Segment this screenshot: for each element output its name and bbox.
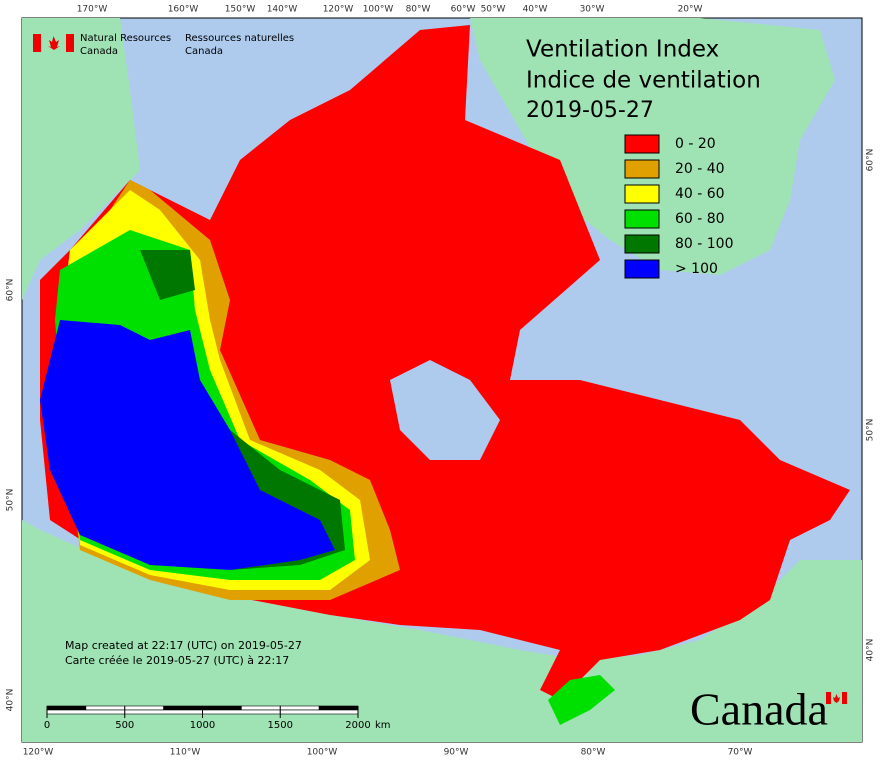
scale-tick-label: 0 xyxy=(44,720,50,731)
scale-segment xyxy=(202,709,281,715)
flag-bar xyxy=(826,692,831,704)
scale-segment xyxy=(46,709,126,715)
longitude-label: 60°W xyxy=(451,5,476,15)
scale-segment xyxy=(124,705,164,711)
index-region xyxy=(548,675,615,725)
scale-bar: 0 500 1000 1500 2000 km xyxy=(44,705,391,731)
longitude-label: 110°W xyxy=(170,748,201,758)
scale-segment xyxy=(124,709,203,715)
scale-segment xyxy=(85,705,126,711)
legend-swatch xyxy=(624,184,660,204)
footer-note: Map created at 22:17 (UTC) on 2019-05-27 xyxy=(65,639,302,652)
scale-tick-label: 500 xyxy=(115,720,134,731)
flag-leaf xyxy=(833,694,840,703)
longitude-label: 80°W xyxy=(581,748,606,758)
longitude-label: 170°W xyxy=(77,5,108,15)
longitude-label: 120°W xyxy=(23,748,54,758)
longitude-label: 50°W xyxy=(481,5,506,15)
scale-tick-label: 1000 xyxy=(190,720,215,731)
longitude-label: 40°W xyxy=(523,5,548,15)
latitude-label: 40°N xyxy=(6,689,16,712)
wordmark: Canada xyxy=(690,684,828,735)
index-region xyxy=(140,250,345,570)
scale-segment xyxy=(46,705,87,711)
united-states xyxy=(22,520,862,742)
flag-leaf xyxy=(48,36,60,50)
agency-en: Natural Resources xyxy=(80,33,171,44)
legend-swatch xyxy=(624,259,660,279)
longitude-label: 120°W xyxy=(323,5,354,15)
legend-swatch xyxy=(624,159,660,179)
latitude-label: 60°N xyxy=(866,149,876,172)
scale-segment xyxy=(202,705,242,711)
legend-label: 80 - 100 xyxy=(675,236,734,252)
hudson-bay xyxy=(390,360,500,460)
legend-swatch xyxy=(624,234,660,254)
longitude-label: 80°W xyxy=(406,5,431,15)
flag-bar xyxy=(33,34,41,52)
flag-bar xyxy=(842,692,847,704)
scale-segment xyxy=(279,709,359,715)
latitude-label: 50°N xyxy=(866,419,876,442)
alaska xyxy=(22,18,140,300)
map-date: 2019-05-27 xyxy=(526,98,654,123)
longitude-label: 70°W xyxy=(728,748,753,758)
longitude-label: 90°W xyxy=(444,748,469,758)
scale-unit: km xyxy=(375,720,391,731)
legend-swatch xyxy=(624,134,660,154)
scale-segment xyxy=(241,705,281,711)
longitude-label: 100°W xyxy=(307,748,338,758)
agency-en: Canada xyxy=(80,46,118,57)
map-title: Indice de ventilation xyxy=(526,68,761,94)
agency-signature: Natural Resources Canada Ressources natu… xyxy=(33,33,294,57)
latitude-label: 60°N xyxy=(6,279,16,302)
legend-swatch xyxy=(624,209,660,229)
flag-bar xyxy=(66,34,74,52)
latitude-label: 40°N xyxy=(866,639,876,662)
graticule-labels: 170°W 160°W 150°W 140°W 120°W 100°W 80°W 60°W 50… xyxy=(6,5,876,758)
agency-fr: Canada xyxy=(185,46,223,57)
agency-fr: Ressources naturelles xyxy=(185,33,294,44)
longitude-label: 30°W xyxy=(580,5,605,15)
legend: 0 - 20 20 - 40 40 - 60 60 - 80 80 - 100 > 100 xyxy=(624,134,734,279)
canada xyxy=(40,25,850,725)
legend-label: > 100 xyxy=(675,261,718,277)
legend-label: 60 - 80 xyxy=(675,211,725,227)
map-title: Ventilation Index xyxy=(526,37,719,63)
legend-label: 0 - 20 xyxy=(675,136,716,152)
longitude-label: 160°W xyxy=(168,5,199,15)
legend-label: 40 - 60 xyxy=(675,186,725,202)
longitude-label: 100°W xyxy=(363,5,394,15)
latitude-label: 50°N xyxy=(6,489,16,512)
legend-label: 20 - 40 xyxy=(675,161,725,177)
footer-note: Carte créée le 2019-05-27 (UTC) à 22:17 xyxy=(65,654,289,667)
scale-tick-label: 1500 xyxy=(268,720,293,731)
scale-segment xyxy=(318,705,359,711)
scale-tick-label: 2000 xyxy=(345,720,370,731)
scale-segment xyxy=(163,705,203,711)
longitude-label: 20°W xyxy=(678,5,703,15)
scale-segment xyxy=(279,705,320,711)
longitude-label: 150°W xyxy=(225,5,256,15)
longitude-label: 140°W xyxy=(267,5,298,15)
wordmark-flag xyxy=(826,692,847,704)
index-region xyxy=(40,320,335,570)
